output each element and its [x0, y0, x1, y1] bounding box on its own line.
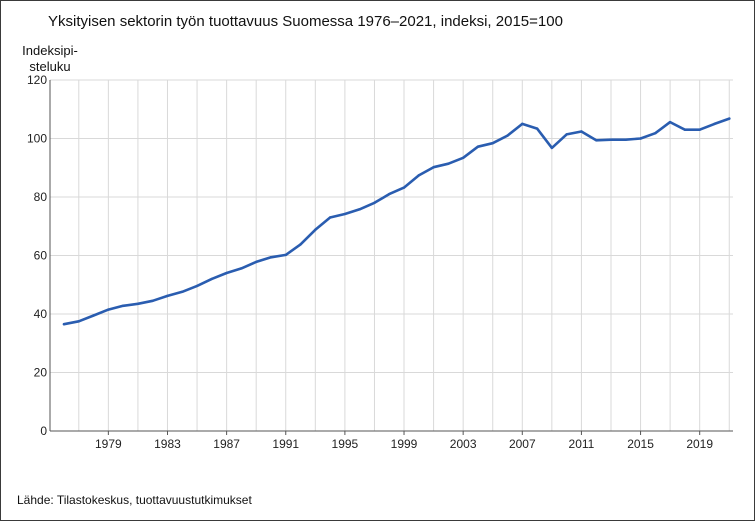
- axes: [49, 80, 733, 435]
- y-axis-label-line: Indeksipi-: [22, 43, 78, 58]
- y-tick-label: 0: [40, 424, 47, 438]
- data-point: [107, 308, 110, 311]
- data-point: [254, 260, 258, 264]
- data-point: [136, 302, 140, 305]
- chart-title: Yksityisen sektorin työn tuottavuus Suom…: [48, 13, 563, 30]
- data-point: [698, 128, 701, 131]
- x-tick-label: 2015: [627, 437, 654, 451]
- data-point: [491, 141, 494, 145]
- source-note: Lähde: Tilastokeskus, tuottavuustutkimuk…: [17, 493, 252, 507]
- data-point: [565, 133, 568, 136]
- data-point: [624, 138, 627, 141]
- data-point: [417, 174, 421, 177]
- data-point: [240, 267, 243, 270]
- data-point: [550, 146, 554, 150]
- data-point: [358, 208, 361, 211]
- x-tick-label: 2011: [569, 437, 595, 451]
- data-point: [269, 256, 273, 259]
- data-point: [535, 127, 539, 130]
- y-tick-label: 100: [27, 132, 47, 146]
- x-tick-label: 1979: [95, 437, 122, 451]
- y-axis-label-line: steluku: [29, 59, 71, 74]
- data-point: [506, 134, 509, 137]
- data-point: [181, 290, 184, 293]
- data-point: [713, 122, 716, 126]
- data-point: [521, 122, 524, 126]
- data-point: [476, 145, 480, 148]
- data-point: [402, 186, 406, 189]
- data-point: [225, 271, 228, 275]
- y-tick-label: 60: [34, 249, 48, 263]
- x-tick-label: 1987: [213, 437, 240, 451]
- x-tick-label: 1995: [332, 437, 359, 451]
- data-point: [432, 165, 435, 169]
- data-point: [328, 216, 332, 219]
- y-tick-label: 20: [34, 366, 48, 380]
- data-point: [121, 304, 125, 308]
- data-point: [77, 320, 80, 323]
- data-point: [62, 323, 66, 326]
- data-point: [639, 137, 642, 140]
- data-point: [595, 139, 598, 142]
- data-point: [447, 162, 450, 165]
- data-point: [388, 192, 391, 196]
- data-point: [343, 212, 347, 216]
- data-point: [92, 314, 95, 317]
- data-point: [580, 130, 583, 133]
- x-tick-label: 1983: [154, 437, 181, 451]
- x-tick-label: 2019: [686, 437, 713, 451]
- data-point: [609, 138, 613, 141]
- x-tick-label: 2003: [450, 437, 477, 451]
- y-tick-label: 120: [27, 73, 47, 87]
- y-axis-label: Indeksipi- steluku: [18, 43, 82, 75]
- data-point: [284, 253, 287, 257]
- data-point: [195, 284, 199, 288]
- data-point: [654, 132, 657, 135]
- data-point: [668, 120, 672, 124]
- data-point: [683, 128, 687, 131]
- series-line: [62, 117, 731, 326]
- gridlines: [50, 79, 733, 432]
- data-point: [373, 201, 376, 205]
- y-tick-labels: 0 20 40 60 80 100 120: [27, 73, 47, 438]
- data-point: [166, 294, 169, 298]
- data-point: [210, 277, 214, 281]
- x-tick-label: 1999: [391, 437, 418, 451]
- y-tick-label: 40: [34, 307, 48, 321]
- data-point: [728, 117, 731, 120]
- data-point: [314, 228, 317, 231]
- series-layer: [62, 117, 731, 326]
- data-point: [151, 299, 154, 303]
- data-point: [461, 156, 465, 160]
- x-tick-label: 2007: [509, 437, 536, 451]
- x-tick-label: 1991: [272, 437, 299, 451]
- y-tick-label: 80: [34, 190, 48, 204]
- x-tick-labels: 1979 1983 1987 1991 1995 1999 2003 2007 2011 2015…: [95, 437, 713, 451]
- data-point: [299, 243, 302, 246]
